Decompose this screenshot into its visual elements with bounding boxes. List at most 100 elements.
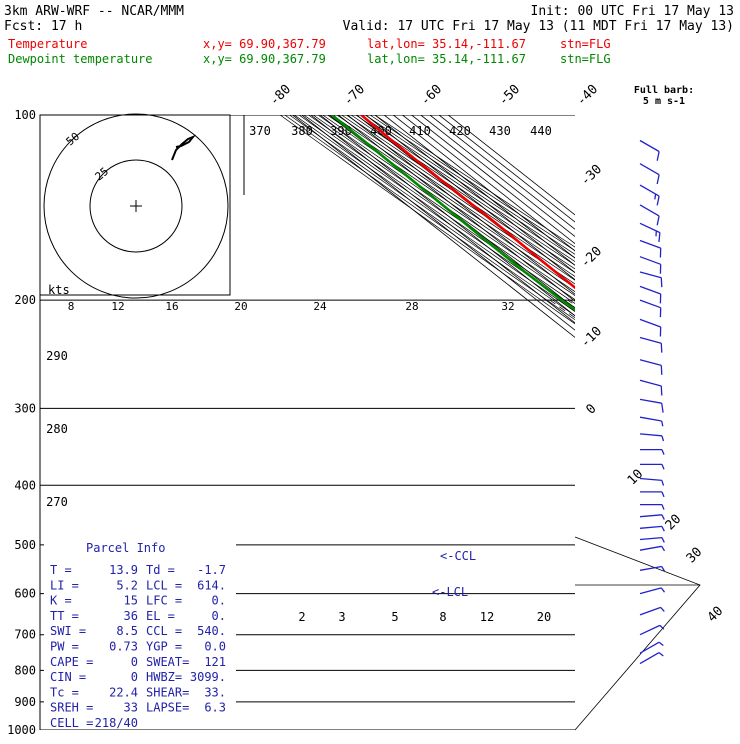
- header-fcst: Fcst: 17 h: [4, 19, 82, 34]
- theta-label: 380: [291, 124, 313, 138]
- hodograph-speed-label: 28: [405, 300, 418, 313]
- wind-barb: [640, 272, 662, 287]
- theta-label: 390: [330, 124, 352, 138]
- hodograph-speed-label: 24: [313, 300, 327, 313]
- wind-barb: [640, 185, 659, 205]
- parcel-info-value: 36: [124, 609, 138, 623]
- parcel-info-key: EL =: [146, 609, 175, 623]
- parcel-info-key: PW =: [50, 640, 79, 654]
- wind-barb: [640, 434, 664, 441]
- parcel-info-value: 5.2: [116, 578, 138, 592]
- hodograph-speed-label: 20: [234, 300, 247, 313]
- wind-barb: [640, 492, 664, 497]
- mixing-ratio-label: 8: [439, 610, 446, 624]
- mixing-ratio-label: 12: [480, 610, 494, 624]
- isotherm-label: 10: [625, 467, 647, 489]
- parcel-info-value: 0: [131, 655, 138, 669]
- parcel-info-value: 0.0: [204, 640, 226, 654]
- parcel-info-key: LAPSE=: [146, 701, 189, 715]
- parcel-info-value: 33.: [204, 685, 226, 699]
- parcel-info-value: 15: [124, 594, 138, 608]
- theta-label: 440: [530, 124, 552, 138]
- dry-adiabat: [342, 115, 740, 740]
- dry-adiabat: [370, 115, 740, 740]
- parcel-info-value: 0.: [212, 594, 226, 608]
- pressure-tick-label: 700: [14, 628, 36, 642]
- temperature-profile-line: [361, 115, 740, 664]
- parcel-info-key: SWI =: [50, 624, 86, 638]
- theta-label: 420: [449, 124, 471, 138]
- wind-barb: [640, 450, 664, 455]
- wind-barb: [640, 567, 665, 572]
- wind-barb: [640, 417, 663, 426]
- parcel-info-value: 3099.: [190, 670, 226, 684]
- temperature-legend-stn: stn=FLG: [560, 37, 611, 51]
- parcel-info-value: 33: [124, 701, 138, 715]
- pressure-tick-label: 1000: [7, 723, 36, 737]
- mixing-ratio-label: 3: [338, 610, 345, 624]
- parcel-info-value: 0.: [212, 609, 226, 623]
- wind-barb: [640, 505, 664, 510]
- wind-barb: [640, 399, 663, 412]
- pressure-tick-label: 100: [14, 108, 36, 122]
- isotherm-label: -50: [496, 82, 523, 109]
- wind-guide-line: [575, 537, 700, 730]
- parcel-info-key: CIN =: [50, 670, 86, 684]
- theta-low-label: 270: [46, 495, 68, 509]
- theta-label: 410: [409, 124, 431, 138]
- dry-adiabat: [318, 115, 740, 740]
- parcel-info-key: SREH =: [50, 701, 93, 715]
- isotherm-line: [348, 115, 740, 740]
- dry-adiabat: [299, 115, 740, 740]
- moist-adiabat: [577, 300, 740, 740]
- isotherm-line: [329, 115, 740, 740]
- isotherm-label: -70: [341, 82, 368, 109]
- barb-legend-line2: 5 m s-1: [643, 96, 685, 107]
- wind-barb: [640, 588, 665, 594]
- wind-barb: [640, 164, 659, 184]
- parcel-info-key: SWEAT=: [146, 655, 189, 669]
- parcel-info-value: 614.: [197, 578, 226, 592]
- sounding-data: [332, 115, 740, 664]
- wind-barb: [640, 223, 660, 242]
- parcel-info-key: CAPE =: [50, 655, 93, 669]
- wind-barb: [640, 205, 659, 225]
- parcel-info-value: -1.7: [197, 563, 226, 577]
- isotherm-line: [439, 115, 740, 740]
- dewpoint-profile-line: [332, 115, 740, 664]
- parcel-info-key: HWBZ=: [146, 670, 182, 684]
- mixing-ratio-label: 20: [537, 610, 551, 624]
- pressure-tick-label: 900: [14, 695, 36, 709]
- hodograph-inset: 50 25 kts: [40, 114, 244, 298]
- wind-barb: [640, 300, 661, 317]
- isotherm-label: -40: [574, 82, 601, 109]
- ccl-marker: <-CCL: [440, 549, 476, 563]
- mixing-ratio-label: 2: [298, 610, 305, 624]
- wind-speed-label: 40: [705, 604, 727, 626]
- hodograph-speed-label: 32: [501, 300, 514, 313]
- pressure-tick-label: 500: [14, 538, 36, 552]
- isotherm-line: [311, 115, 740, 740]
- dewpoint-legend-latlon: lat,lon= 35.14,-111.67: [367, 52, 526, 66]
- temperature-legend-label: Temperature: [8, 37, 87, 51]
- parcel-info-value: 13.9: [109, 563, 138, 577]
- wind-barb: [640, 526, 664, 531]
- pressure-tick-label: 600: [14, 587, 36, 601]
- parcel-info-key: K =: [50, 594, 72, 608]
- wind-barb: [640, 319, 661, 336]
- wind-barb: [640, 241, 661, 258]
- parcel-info-key: Tc =: [50, 685, 79, 699]
- wind-speed-label: 30: [684, 545, 706, 567]
- parcel-info-value: 121: [204, 655, 226, 669]
- moist-adiabat: [568, 300, 740, 740]
- temperature-legend-xy: x,y= 69.90,367.79: [203, 37, 326, 51]
- dry-adiabat: [332, 115, 740, 740]
- temperature-legend-latlon: lat,lon= 35.14,-111.67: [367, 37, 526, 51]
- barb-legend-line1: Full barb:: [634, 85, 694, 96]
- isotherm-label: -80: [267, 82, 294, 109]
- parcel-info-key: LI =: [50, 578, 79, 592]
- dry-adiabat: [323, 115, 740, 740]
- theta-label: 430: [489, 124, 511, 138]
